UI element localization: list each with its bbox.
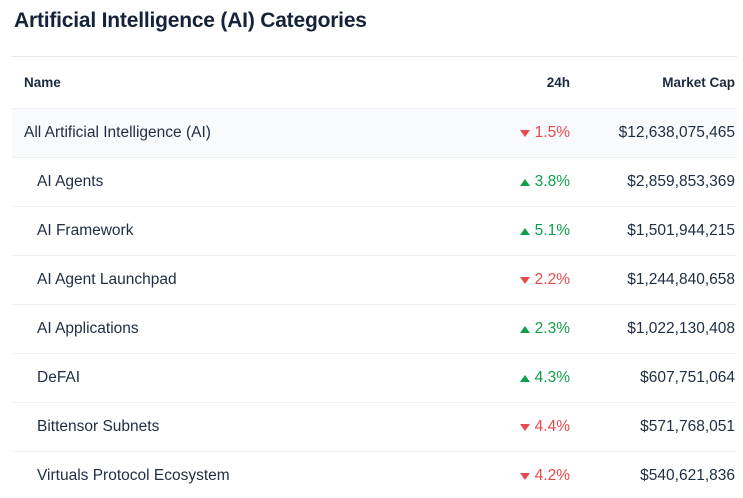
category-name[interactable]: Virtuals Protocol Ecosystem (37, 467, 230, 484)
category-name[interactable]: AI Agent Launchpad (37, 271, 177, 288)
table-body: All Artificial Intelligence (AI) 1.5% $1… (12, 108, 737, 498)
market-cap-value: $1,501,944,215 (627, 222, 735, 239)
change-24h: 2.3% (460, 320, 570, 338)
category-name[interactable]: AI Framework (37, 222, 134, 239)
column-header-market-cap[interactable]: Market Cap (662, 75, 735, 90)
arrow-up-icon (519, 178, 530, 186)
change-24h: 4.2% (460, 467, 570, 485)
arrow-up-icon (519, 227, 530, 235)
table-header-row: Name 24h Market Cap (12, 56, 737, 108)
column-header-name[interactable]: Name (24, 75, 61, 90)
table-row[interactable]: AI Applications 2.3% $1,022,130,408 (12, 304, 737, 353)
market-cap-value: $1,244,840,658 (627, 271, 735, 288)
change-value: 2.2% (534, 271, 570, 288)
market-cap-value: $12,638,075,465 (618, 124, 735, 141)
arrow-down-icon (519, 276, 530, 284)
table-row[interactable]: AI Framework 5.1% $1,501,944,215 (12, 206, 737, 255)
market-cap-value: $540,621,836 (640, 467, 735, 484)
category-name[interactable]: AI Applications (37, 320, 139, 337)
category-name[interactable]: DeFAI (37, 369, 81, 386)
change-value: 4.4% (534, 418, 570, 435)
table-row[interactable]: Bittensor Subnets 4.4% $571,768,051 (12, 402, 737, 451)
page-title: Artificial Intelligence (AI) Categories (14, 9, 367, 32)
change-24h: 4.4% (460, 418, 570, 436)
change-24h: 3.8% (460, 173, 570, 191)
change-24h: 4.3% (460, 369, 570, 387)
market-cap-value: $607,751,064 (640, 369, 735, 386)
category-name[interactable]: Bittensor Subnets (37, 418, 160, 435)
market-cap-value: $1,022,130,408 (627, 320, 735, 337)
change-value: 2.3% (534, 320, 570, 337)
change-value: 4.2% (534, 467, 570, 484)
table-row[interactable]: AI Agent Launchpad 2.2% $1,244,840,658 (12, 255, 737, 304)
arrow-down-icon (519, 472, 530, 480)
change-24h: 5.1% (460, 222, 570, 240)
category-name[interactable]: AI Agents (37, 173, 104, 190)
arrow-up-icon (519, 374, 530, 382)
category-name[interactable]: All Artificial Intelligence (AI) (24, 124, 211, 141)
table-row[interactable]: Virtuals Protocol Ecosystem 4.2% $540,62… (12, 451, 737, 498)
market-cap-value: $571,768,051 (640, 418, 735, 435)
table-row[interactable]: All Artificial Intelligence (AI) 1.5% $1… (12, 108, 737, 157)
column-header-24h[interactable]: 24h (546, 75, 570, 90)
change-value: 4.3% (534, 369, 570, 386)
change-value: 1.5% (534, 124, 570, 141)
arrow-down-icon (519, 423, 530, 431)
change-value: 5.1% (534, 222, 570, 239)
change-24h: 2.2% (460, 271, 570, 289)
change-24h: 1.5% (460, 124, 570, 142)
arrow-down-icon (519, 129, 530, 137)
table-row[interactable]: AI Agents 3.8% $2,859,853,369 (12, 157, 737, 206)
market-cap-value: $2,859,853,369 (627, 173, 735, 190)
categories-table: Name 24h Market Cap All Artificial Intel… (12, 56, 737, 498)
table-row[interactable]: DeFAI 4.3% $607,751,064 (12, 353, 737, 402)
arrow-up-icon (519, 325, 530, 333)
change-value: 3.8% (534, 173, 570, 190)
